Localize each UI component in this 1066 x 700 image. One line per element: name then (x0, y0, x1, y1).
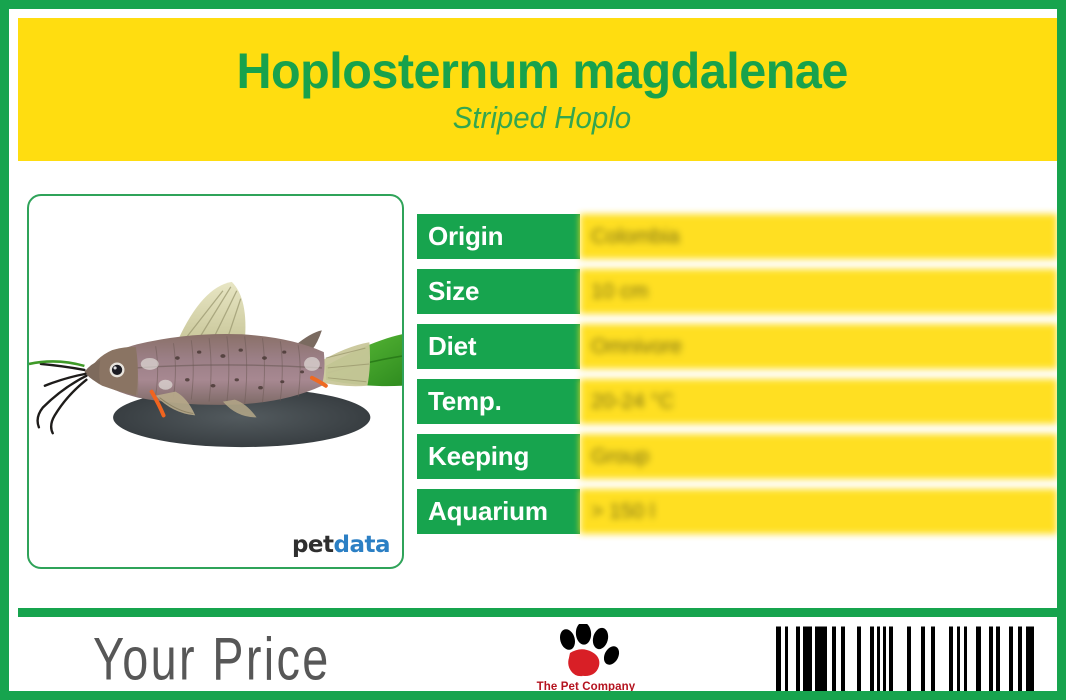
barcode-bar (889, 626, 893, 691)
fish-illustration-icon (29, 247, 402, 475)
barcode-space (845, 626, 857, 691)
spec-value-keeping: Group (580, 434, 1057, 479)
barcode (776, 626, 1034, 691)
barcode-bar (1026, 626, 1034, 691)
barcode-space (935, 626, 949, 691)
table-row: Diet Omnivore (417, 324, 1057, 369)
barcode-bar (1018, 626, 1022, 691)
price-label: Your Price (93, 625, 331, 692)
species-name: Hoplosternum magdalenae (236, 43, 848, 99)
table-row: Keeping Group (417, 434, 1057, 479)
fish-photo-frame: petdata (27, 194, 404, 569)
table-row: Aquarium > 150 l (417, 489, 1057, 534)
barcode-bar (964, 626, 967, 691)
barcode-space (1000, 626, 1009, 691)
spec-label-size: Size (417, 269, 580, 314)
spec-value-size: 10 cm (580, 269, 1057, 314)
watermark-pet-text: pet (291, 532, 334, 558)
barcode-bar (877, 626, 880, 691)
spec-label-temp: Temp. (417, 379, 580, 424)
barcode-bar (907, 626, 911, 691)
barcode-bar (921, 626, 925, 691)
barcode-bar (996, 626, 1000, 691)
spec-label-keeping: Keeping (417, 434, 580, 479)
barcode-space (861, 626, 870, 691)
spec-label-aquarium: Aquarium (417, 489, 580, 534)
barcode-space (788, 626, 796, 691)
barcode-bar (870, 626, 874, 691)
barcode-space (967, 626, 976, 691)
species-spec-table: Origin Colombia Size 10 cm Diet Omnivore… (417, 214, 1057, 534)
petdata-watermark: petdata (291, 532, 391, 558)
barcode-bar (803, 626, 812, 691)
fish-photo (29, 196, 402, 567)
barcode-bar (796, 626, 800, 691)
spec-label-diet: Diet (417, 324, 580, 369)
barcode-space (981, 626, 989, 691)
watermark-data-text: data (333, 532, 391, 558)
barcode-bar (976, 626, 981, 691)
common-name: Striped Hoplo (452, 100, 632, 135)
barcode-bar (776, 626, 781, 691)
spec-value-origin: Colombia (580, 214, 1057, 259)
barcode-bar (931, 626, 935, 691)
paw-print-icon (559, 624, 620, 677)
spec-value-aquarium: > 150 l (580, 489, 1057, 534)
barcode-bar (883, 626, 886, 691)
barcode-space (893, 626, 907, 691)
barcode-bar (857, 626, 861, 691)
barcode-bar (832, 626, 836, 691)
footer-area: Your Price The Pet Company (18, 617, 1057, 693)
table-row: Size 10 cm (417, 269, 1057, 314)
barcode-bar (841, 626, 845, 691)
barcode-bar (1009, 626, 1013, 691)
barcode-bar (785, 626, 788, 691)
brand-logo: The Pet Company (526, 620, 646, 693)
main-content-area: petdata Origin Colombia Size 10 cm Diet … (18, 161, 1057, 608)
barcode-bar (949, 626, 953, 691)
header-band: Hoplosternum magdalenae Striped Hoplo (18, 18, 1057, 161)
barcode-bar (815, 626, 827, 691)
table-row: Temp. 20-24 °C (417, 379, 1057, 424)
barcode-bar (989, 626, 993, 691)
spec-value-diet: Omnivore (580, 324, 1057, 369)
footer-divider (18, 608, 1057, 617)
spec-label-origin: Origin (417, 214, 580, 259)
brand-name: The Pet Company (536, 681, 636, 693)
barcode-bar (957, 626, 960, 691)
table-row: Origin Colombia (417, 214, 1057, 259)
barcode-space (911, 626, 921, 691)
spec-value-temp: 20-24 °C (580, 379, 1057, 424)
